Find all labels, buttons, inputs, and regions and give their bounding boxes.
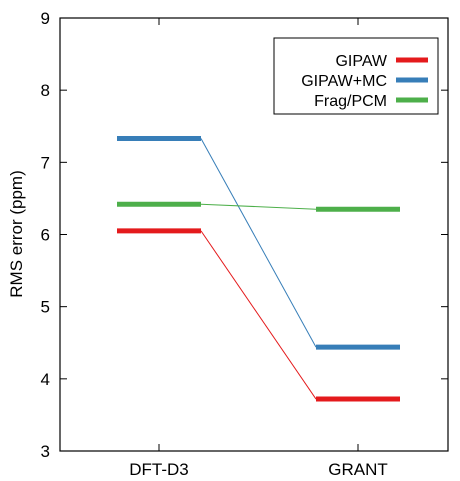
y-tick-label: 6: [41, 226, 50, 245]
x-axis-ticks: DFT-D3 GRANT: [129, 18, 388, 479]
connector-frag-pcm: [200, 203, 317, 210]
y-axis-ticks: 3 4 5 6 7 8 9: [41, 9, 448, 461]
legend-label: Frag/PCM: [314, 93, 387, 110]
connector-gipaw-mc: [200, 138, 317, 348]
legend: GIPAW GIPAW+MC Frag/PCM: [273, 37, 439, 115]
series-connectors: [200, 138, 317, 400]
connector-gipaw: [200, 230, 317, 400]
legend-entries: GIPAW GIPAW+MC Frag/PCM: [301, 53, 428, 110]
y-tick-label: 9: [41, 9, 50, 28]
legend-label: GIPAW: [335, 53, 387, 70]
legend-label: GIPAW+MC: [301, 73, 387, 90]
y-tick-label: 4: [41, 370, 50, 389]
series-levels: [117, 136, 400, 402]
y-tick-label: 5: [41, 298, 50, 317]
y-axis-title: RMS error (ppm): [7, 170, 26, 298]
x-tick-label: DFT-D3: [129, 460, 189, 479]
x-tick-label: GRANT: [328, 460, 388, 479]
y-tick-label: 7: [41, 153, 50, 172]
y-tick-label: 8: [41, 81, 50, 100]
y-tick-label: 3: [41, 442, 50, 461]
